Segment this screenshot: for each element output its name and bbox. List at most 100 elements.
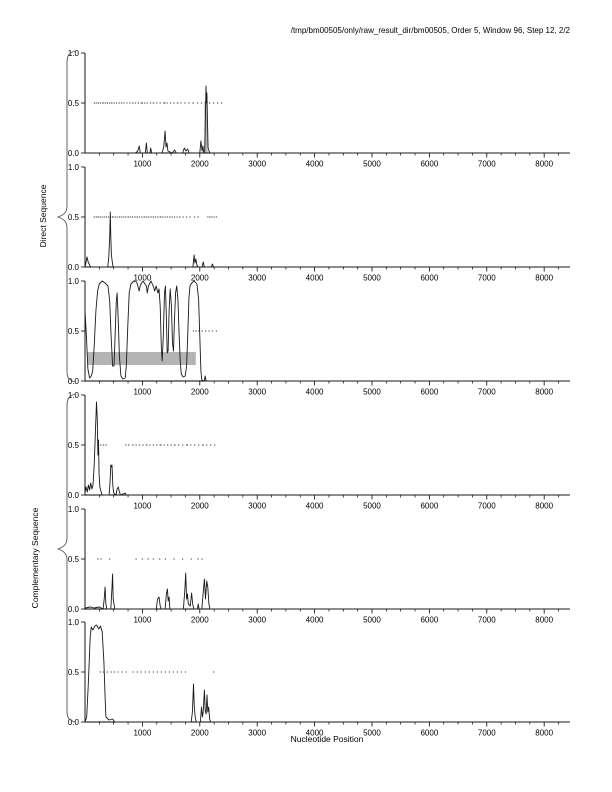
probability-curve [85, 85, 570, 154]
marker-dash [102, 444, 105, 446]
marker-dash [152, 671, 154, 673]
y-tick-label: 0.0 [68, 263, 80, 272]
x-tick-label: 6000 [420, 616, 438, 625]
panels-layer: 1.0 0.5 0.0 1000 2000 3000 4000 5000 6000 7000 800… [68, 49, 570, 738]
marker-dash [136, 671, 138, 673]
marker-dash [189, 216, 191, 218]
marker-dash [152, 216, 155, 218]
marker-dash [138, 216, 141, 218]
panel-5-complementary-frame-2: 1.0 0.5 0.0 1000 2000 3000 4000 5000 6000 7000 800… [68, 505, 570, 625]
marker-dash [196, 102, 199, 104]
marker-dash [120, 216, 123, 218]
marker-dash [195, 330, 197, 332]
x-tick-label: 3000 [248, 616, 266, 625]
marker-dash [180, 102, 182, 104]
axis-frame [84, 281, 570, 382]
panel-2-direct-frame-2: 1.0 0.5 0.0 1000 2000 3000 4000 5000 6000 7000 800… [68, 163, 570, 283]
marker-dash [137, 102, 140, 104]
x-tick-label: 7000 [478, 160, 496, 169]
x-tick-label: 2000 [191, 502, 209, 511]
marker-dash [97, 558, 99, 560]
marker-dash [132, 102, 134, 104]
marker-dash [215, 216, 218, 218]
y-tick-label: 1.0 [68, 391, 80, 400]
marker-dash [111, 216, 114, 218]
marker-dash [105, 444, 107, 446]
marker-dash [117, 671, 119, 673]
x-tick-label: 2000 [191, 729, 209, 738]
marker-dash [93, 102, 96, 104]
marker-dash [118, 216, 121, 218]
y-tick-label: 0.5 [68, 327, 80, 336]
direct-group-brace [56, 50, 76, 383]
marker-dash [148, 671, 150, 673]
marker-dash [99, 102, 102, 104]
marker-dash [114, 216, 116, 218]
marker-dash [201, 330, 203, 332]
marker-dash [169, 102, 172, 104]
marker-dash [135, 558, 137, 560]
x-tick-label: 1000 [133, 388, 151, 397]
marker-dash [152, 102, 155, 104]
marker-dash [197, 558, 199, 560]
marker-dash [159, 102, 161, 104]
marker-dash [166, 216, 168, 218]
y-tick-label: 0.5 [68, 99, 80, 108]
marker-dash [144, 671, 146, 673]
marker-dash [156, 102, 158, 104]
marker-dash [109, 102, 111, 104]
marker-dash [198, 330, 200, 332]
marker-dash [210, 444, 212, 446]
marker-dash [182, 216, 184, 218]
x-tick-label: 4000 [306, 729, 324, 738]
marker-dash [190, 558, 192, 560]
probability-curve [84, 280, 570, 382]
marker-dash [206, 444, 208, 446]
marker-dash [132, 671, 134, 673]
marker-dash [169, 216, 171, 218]
marker-dash [100, 444, 102, 446]
marker-dash [176, 216, 178, 218]
y-tick-label: 1.0 [68, 618, 80, 627]
x-tick-label: 1000 [133, 502, 151, 511]
marker-dash [163, 102, 166, 104]
probability-curve [84, 401, 570, 496]
marker-dash [188, 102, 190, 104]
marker-dash [159, 558, 161, 560]
y-tick-label: 1.0 [68, 277, 80, 286]
marker-dash [101, 216, 103, 218]
marker-dash [160, 671, 162, 673]
marker-dash [127, 216, 130, 218]
marker-dash [123, 216, 125, 218]
x-tick-label: 7000 [478, 388, 496, 397]
y-tick-label: 0.0 [68, 718, 80, 727]
probability-curve [84, 624, 570, 723]
marker-dash [141, 216, 143, 218]
axis-frame [84, 509, 570, 610]
marker-dash [152, 558, 154, 560]
gray-bar [204, 101, 208, 153]
marker-dash [170, 444, 172, 446]
marker-dash [186, 444, 189, 446]
x-tick-label: 7000 [478, 274, 496, 283]
marker-dash [144, 102, 146, 104]
x-tick-label: 5000 [363, 274, 381, 283]
marker-dash [135, 444, 137, 446]
x-tick-label: 2000 [191, 388, 209, 397]
marker-dash [99, 216, 101, 218]
x-tick-label: 1000 [133, 274, 151, 283]
x-tick-label: 2000 [191, 616, 209, 625]
panel-6-complementary-frame-3: 1.0 0.5 0.0 1000 2000 3000 4000 5000 6000 7000 800… [68, 618, 570, 738]
x-tick-label: 7000 [478, 502, 496, 511]
marker-dash [208, 102, 211, 104]
y-tick-label: 0.5 [68, 213, 80, 222]
x-tick-label: 3000 [248, 388, 266, 397]
marker-dash [146, 102, 148, 104]
page-title: /tmp/bm00505/only/raw_result_dir/bm00505… [291, 26, 571, 35]
marker-dash [95, 216, 97, 218]
x-tick-label: 3000 [248, 729, 266, 738]
marker-dash [163, 444, 165, 446]
marker-dash [104, 102, 107, 104]
marker-dash [167, 444, 169, 446]
